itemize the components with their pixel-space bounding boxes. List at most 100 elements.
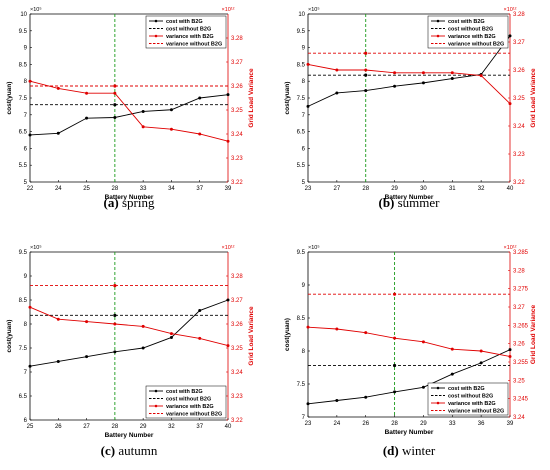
y-left-tick-label: 8 (24, 322, 28, 328)
y-axis-left-label: cost(yuan) (6, 82, 13, 115)
x-tick-label: 33 (140, 186, 147, 192)
series-point (335, 327, 339, 331)
x-tick-label: 26 (55, 424, 62, 430)
y-left-tick-label: 7.5 (297, 96, 306, 102)
y-left-tick-label: 6.5 (19, 394, 28, 400)
series-point (508, 355, 512, 358)
series-point (56, 131, 60, 135)
series-point (421, 71, 425, 75)
series-point (364, 68, 368, 72)
y-left-tick-label: 9 (302, 46, 306, 52)
series-point (306, 325, 310, 329)
panel-caption-text: spring (119, 195, 155, 210)
panel-caption-letter: (d) (383, 443, 399, 458)
x-tick-label: 29 (140, 424, 147, 430)
series-point (169, 335, 173, 339)
x-tick-label: 30 (420, 186, 427, 192)
y-left-tick-label: 9 (302, 283, 306, 289)
panel-caption-letter: (b) (378, 195, 394, 210)
y-left-tick-label: 9.5 (297, 250, 306, 256)
y-right-tick-label: 3.25 (513, 378, 525, 384)
x-axis-label: Battery Number (105, 432, 154, 439)
y-left-tick-label: 8.5 (297, 62, 306, 68)
y-right-tick-label: 3.23 (231, 394, 243, 400)
legend-marker (436, 19, 440, 23)
series-point (28, 364, 32, 368)
series-point (56, 359, 60, 363)
series-point (364, 395, 368, 399)
y-left-tick-label: 5 (24, 180, 28, 186)
x-tick-label: 28 (391, 421, 398, 427)
series-point (113, 350, 117, 354)
y-left-tick-label: 7 (24, 113, 28, 119)
series-point (226, 93, 230, 97)
y-right-tick-label: 3.27 (513, 40, 525, 46)
y-right-tick-label: 3.24 (513, 124, 525, 130)
panel-caption-text: summer (394, 195, 440, 210)
series-point (198, 336, 202, 340)
reference-point (392, 292, 397, 296)
x-tick-label: 32 (478, 186, 485, 192)
legend-label: cost without B2G (448, 394, 493, 400)
series-point (335, 91, 339, 95)
y-left-tick-label: 7.5 (19, 346, 28, 352)
y-right-tick-label: 3.265 (513, 323, 529, 329)
x-tick-label: 28 (362, 186, 369, 192)
y-axis-left-label: cost(yuan) (284, 318, 291, 351)
series-point (306, 62, 310, 66)
legend-label: variance without B2G (166, 412, 222, 418)
series-point (335, 68, 339, 72)
reference-point (113, 313, 117, 317)
x-tick-label: 28 (112, 186, 119, 192)
x-tick-label: 27 (83, 424, 90, 430)
series-point (508, 102, 512, 106)
y-right-tick-label: 3.24 (231, 370, 243, 376)
chart-panel-3: 25 26 27 28 29 32 37 40 6 6.5 7 7.5 8 8.5 9 9.5 3.22 3.23… (6, 244, 255, 458)
series-point (450, 77, 454, 81)
y-right-tick-label: 3.26 (231, 84, 243, 90)
legend-label: cost with B2G (448, 19, 485, 25)
y-left-tick-label: 8.5 (19, 298, 28, 304)
legend-marker (154, 19, 158, 23)
series-point (85, 355, 89, 359)
series-point (85, 91, 89, 95)
reference-point (113, 284, 117, 288)
legend-label: variance with B2G (166, 34, 214, 40)
y-left-tick-label: 5.5 (297, 163, 306, 169)
series-line-variance-with-b2g (307, 63, 511, 104)
x-tick-label: 37 (196, 424, 203, 430)
right-axis-exponent: ×10¹² (504, 245, 517, 251)
series-line-variance-with-b2g (29, 306, 229, 347)
y-axis-right-label: Grid Load Variance (530, 68, 537, 128)
y-left-tick-label: 9.5 (19, 29, 28, 35)
x-tick-label: 27 (334, 186, 341, 192)
x-tick-label: 24 (55, 186, 62, 192)
legend-label: cost without B2G (166, 397, 211, 403)
x-tick-label: 29 (391, 186, 398, 192)
y-right-tick-label: 3.25 (231, 108, 243, 114)
series-point (198, 96, 202, 100)
panel-caption: (a) spring (104, 195, 155, 210)
series-point (198, 309, 202, 313)
series-point (56, 317, 60, 321)
y-left-tick-label: 7.5 (297, 382, 306, 388)
y-axis-left-label: cost(yuan) (6, 320, 13, 353)
series-point (479, 349, 483, 353)
chart-panel-1: 22 24 25 28 33 34 37 39 5 5.5 6 6.5 7 7.5 8 8.5 9 9.5 10 3.… (6, 6, 255, 210)
y-right-tick-label: 3.24 (513, 415, 525, 421)
left-axis-exponent: ×10⁵ (308, 6, 320, 13)
y-left-tick-label: 7.5 (19, 96, 28, 102)
legend-label: cost without B2G (448, 27, 493, 33)
x-tick-label: 40 (507, 186, 514, 192)
left-axis-exponent: ×10⁵ (30, 244, 42, 251)
y-right-tick-label: 3.28 (513, 12, 525, 18)
right-axis-exponent: ×10¹² (504, 7, 517, 13)
series-point (56, 86, 60, 90)
legend-marker (436, 34, 440, 38)
series-point (421, 385, 425, 389)
y-left-tick-label: 8.5 (19, 62, 28, 68)
y-left-tick-label: 8.5 (297, 316, 306, 322)
series-point (169, 127, 173, 131)
